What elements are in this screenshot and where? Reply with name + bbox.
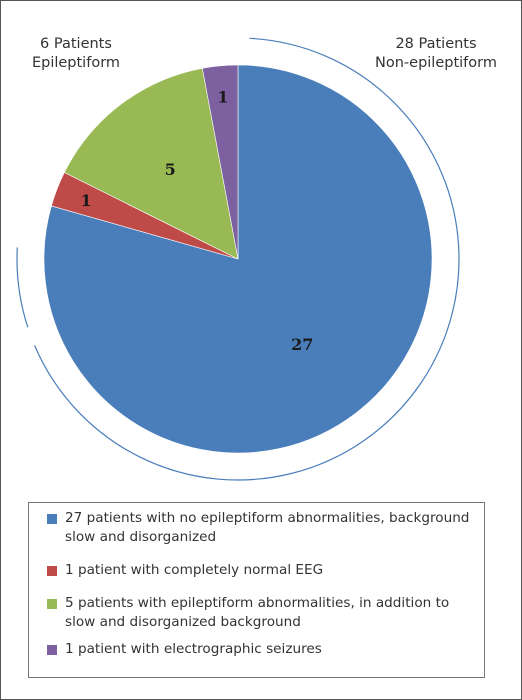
legend-text-epileptiform: 5 patients with epileptiform abnormaliti…: [65, 595, 450, 630]
slice-labels: 27 1 5 1: [80, 88, 313, 354]
legend-item-no-epileptiform: 27 patients with no epileptiform abnorma…: [47, 509, 474, 547]
pie-slice-epileptiform: [63, 67, 239, 260]
slice-label-epileptiform: 5: [165, 160, 176, 179]
slice-label-no-epileptiform: 27: [291, 335, 313, 354]
group-label-non-epileptiform: 28 Patients Non-epileptiform: [361, 35, 511, 73]
bracket-epileptiform: [16, 247, 29, 328]
bracket-non-epileptiform: [34, 37, 460, 481]
legend-text-seizures: 1 patient with electrographic seizures: [65, 641, 322, 657]
group-label-epileptiform-count: 6 Patients: [40, 36, 112, 52]
group-label-epileptiform-name: Epileptiform: [31, 55, 121, 71]
group-label-non-epileptiform-name: Non-epileptiform: [375, 55, 497, 71]
legend: 27 patients with no epileptiform abnorma…: [28, 502, 485, 678]
legend-swatch-green: [47, 599, 57, 609]
pie-slices: [43, 64, 433, 454]
slice-label-seizures: 1: [217, 88, 228, 107]
group-label-non-epileptiform-count: 28 Patients: [395, 36, 477, 52]
legend-swatch-purple: [47, 645, 57, 655]
pie-chart: 27 1 5 1: [16, 37, 460, 481]
legend-item-seizures: 1 patient with electrographic seizures: [47, 640, 474, 659]
legend-swatch-red: [47, 566, 57, 576]
legend-item-epileptiform: 5 patients with epileptiform abnormaliti…: [47, 594, 474, 632]
legend-text-no-epileptiform: 27 patients with no epileptiform abnorma…: [65, 510, 470, 545]
pie-slice-seizures: [202, 64, 239, 260]
group-label-epileptiform: 6 Patients Epileptiform: [21, 35, 131, 73]
legend-text-normal-eeg: 1 patient with completely normal EEG: [65, 562, 324, 578]
group-brackets: [16, 37, 460, 481]
slice-label-normal-eeg: 1: [80, 191, 91, 210]
legend-swatch-blue: [47, 514, 57, 524]
legend-item-normal-eeg: 1 patient with completely normal EEG: [47, 561, 474, 580]
